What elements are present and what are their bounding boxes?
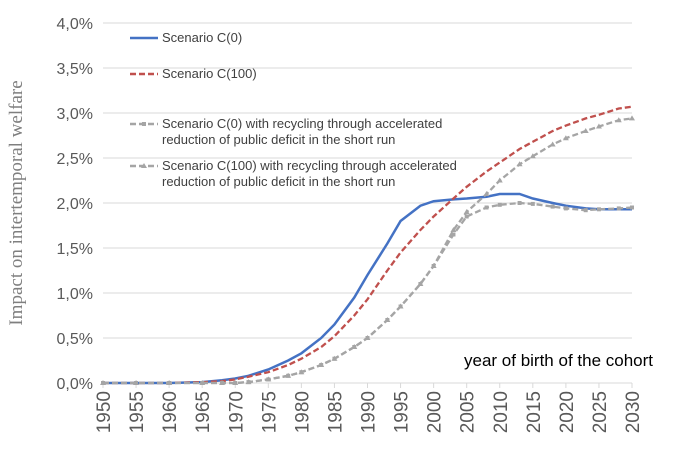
y-tick-label: 2,5% — [57, 151, 93, 168]
y-axis-label: Impact on intertemporal welfare — [6, 80, 27, 325]
x-tick-label: 2015 — [524, 391, 545, 433]
legend-label: Scenario C(0) with recycling through acc… — [162, 116, 443, 147]
data-point — [517, 201, 522, 205]
legend-marker — [142, 122, 146, 126]
x-tick-label: 1955 — [127, 391, 148, 433]
data-point — [583, 208, 588, 213]
data-point — [516, 161, 523, 167]
data-point — [351, 344, 358, 349]
y-tick-label: 2,0% — [57, 196, 93, 213]
data-point — [133, 380, 140, 385]
data-point — [616, 206, 621, 211]
data-point — [397, 303, 404, 309]
legend-swatch — [130, 36, 158, 40]
data-point — [331, 355, 338, 361]
data-point — [430, 263, 437, 268]
y-tick-label: 3,5% — [57, 61, 93, 78]
x-tick-label: 1950 — [94, 391, 115, 433]
data-point — [232, 380, 239, 385]
legend-label: Scenario C(0) — [162, 30, 243, 45]
annotation: year of birth of the cohort — [464, 351, 653, 370]
data-point — [450, 227, 457, 232]
x-tick-label: 1970 — [226, 391, 247, 433]
data-point — [245, 379, 252, 385]
data-point — [265, 376, 272, 382]
data-point — [530, 201, 535, 206]
x-tick-label: 2020 — [557, 391, 578, 433]
y-tick-label: 0,0% — [57, 376, 93, 393]
legend-item: Scenario C(100) with recycling through a… — [130, 158, 510, 190]
x-tick-label: 2005 — [458, 391, 479, 433]
data-point — [451, 232, 456, 237]
x-tick-label: 1975 — [259, 391, 280, 433]
data-point — [484, 205, 489, 210]
data-point — [166, 380, 173, 385]
data-point — [199, 380, 206, 385]
y-tick-label: 1,0% — [57, 286, 93, 303]
data-point — [549, 141, 556, 147]
data-point — [582, 128, 589, 133]
legend-swatch — [130, 163, 158, 168]
legend-item: Scenario C(0) with recycling through acc… — [130, 116, 510, 148]
data-point — [318, 362, 325, 367]
series-line — [103, 105, 633, 385]
legend-swatch — [130, 122, 158, 126]
data-point — [285, 372, 292, 378]
data-point — [630, 205, 634, 210]
x-tick-label: 1995 — [392, 391, 413, 433]
y-tick-label: 3,0% — [57, 106, 93, 123]
data-point — [563, 206, 568, 211]
x-tick-label: 1985 — [325, 391, 346, 433]
data-point — [384, 317, 391, 322]
series-line — [103, 117, 633, 385]
legend-marker — [141, 163, 147, 168]
data-point — [483, 191, 490, 196]
data-point — [364, 335, 371, 340]
data-point — [550, 204, 555, 209]
x-tick-label: 2030 — [623, 391, 644, 433]
y-tick-label: 1,5% — [57, 241, 93, 258]
legend-item: Scenario C(100) — [130, 66, 510, 82]
data-point — [496, 177, 503, 183]
data-point — [615, 117, 622, 123]
x-tick-label: 1960 — [160, 391, 181, 433]
x-tick-label: 2010 — [491, 391, 512, 433]
data-point — [596, 207, 601, 212]
x-tick-label: 1965 — [193, 391, 214, 433]
x-tick-label: 1980 — [292, 391, 313, 433]
data-point — [629, 115, 635, 121]
data-point — [219, 380, 226, 385]
data-point — [497, 202, 502, 207]
y-tick-label: 4,0% — [57, 16, 93, 33]
data-point — [529, 153, 536, 159]
data-point — [463, 209, 470, 214]
data-point — [298, 369, 305, 375]
data-point — [562, 135, 569, 141]
x-tick-label: 2025 — [590, 391, 611, 433]
legend-label: Scenario C(100) — [162, 66, 257, 81]
data-point — [464, 214, 469, 219]
data-point — [595, 123, 602, 129]
legend-item: Scenario C(0) — [130, 30, 510, 46]
legend-label: Scenario C(100) with recycling through a… — [162, 158, 457, 189]
y-tick-label: 0,5% — [57, 331, 93, 348]
x-tick-label: 2000 — [425, 391, 446, 433]
data-point — [417, 281, 424, 286]
data-point — [100, 380, 106, 385]
legend-swatch — [130, 72, 158, 76]
x-tick-label: 1990 — [359, 391, 380, 433]
